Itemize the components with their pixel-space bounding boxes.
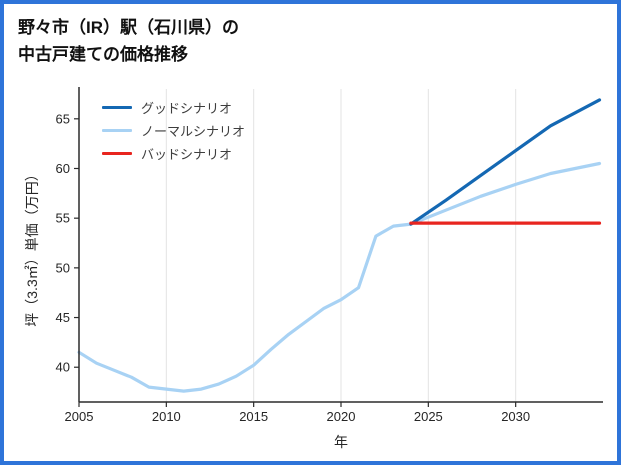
svg-text:45: 45: [56, 310, 70, 325]
svg-text:2020: 2020: [327, 409, 356, 424]
legend-label-normal-scenario: ノーマルシナリオ: [141, 124, 246, 139]
svg-text:40: 40: [56, 360, 70, 375]
svg-text:2025: 2025: [414, 409, 443, 424]
page-title-line1: 野々市（IR）駅（石川県）の: [18, 18, 239, 37]
legend-label-bad-scenario: バッドシナリオ: [141, 147, 233, 162]
legend-item-good-scenario: グッドシナリオ: [102, 96, 245, 119]
svg-text:50: 50: [56, 260, 70, 275]
bad-scenario-line-swatch: [102, 152, 132, 155]
legend-label-good-scenario: グッドシナリオ: [141, 101, 233, 116]
svg-text:2030: 2030: [501, 409, 530, 424]
legend-item-bad-scenario: バッドシナリオ: [102, 142, 245, 165]
normal-scenario-line-swatch: [102, 129, 132, 132]
legend-item-normal-scenario: ノーマルシナリオ: [102, 119, 245, 142]
svg-text:65: 65: [56, 111, 70, 126]
svg-text:60: 60: [56, 161, 70, 176]
svg-text:2015: 2015: [239, 409, 268, 424]
svg-text:2010: 2010: [152, 409, 181, 424]
good-scenario-line-swatch: [102, 106, 132, 109]
svg-text:2005: 2005: [65, 409, 94, 424]
page-title-line2: 中古戸建ての価格推移: [18, 45, 188, 64]
x-axis-label: 年: [334, 434, 348, 450]
svg-text:55: 55: [56, 211, 70, 226]
legend: グッドシナリオ ノーマルシナリオ バッドシナリオ: [102, 96, 245, 165]
page-title: 野々市（IR）駅（石川県）の 中古戸建ての価格推移: [18, 14, 239, 68]
y-axis-label: 坪（3.3㎡）単価（万円）: [24, 167, 40, 327]
chart-canvas: 2005 2010 2015 2020 2025 2030 40 45 50 55 60 65: [56, 87, 603, 424]
